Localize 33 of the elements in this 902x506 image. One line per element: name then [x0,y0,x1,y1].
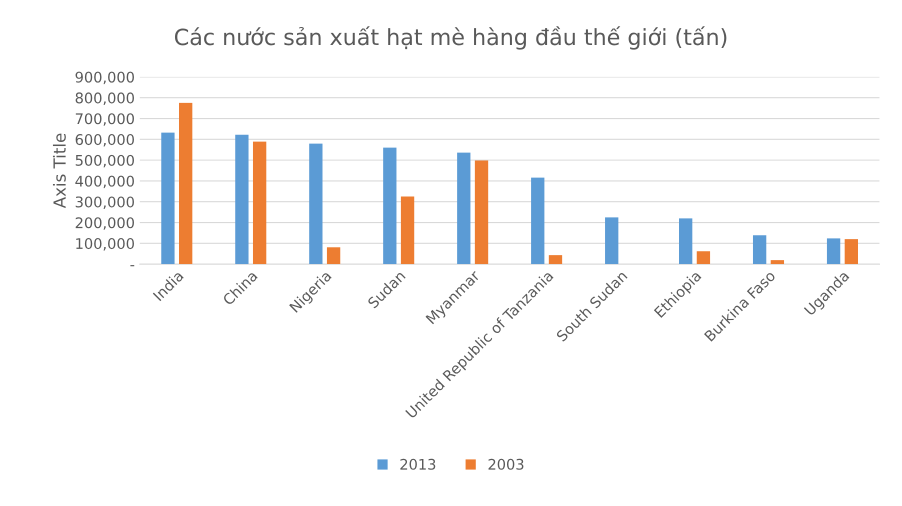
bar [679,218,692,264]
bar [548,255,562,264]
chart-title: Các nước sản xuất hạt mè hàng đầu thế giới (tấn) [174,26,726,50]
legend-label: 2003 [488,458,524,470]
y-tick-label: 600,000 [76,134,134,147]
y-tick-label: 500,000 [76,154,134,168]
bar [844,239,858,264]
bar [400,196,414,264]
y-tick-label: 900,000 [76,72,134,84]
bar [826,238,840,264]
bar [474,160,488,264]
bar [531,178,544,264]
y-tick-label: 700,000 [76,113,134,126]
bar [161,132,175,264]
bar [179,102,192,264]
y-tick-label: 100,000 [76,238,134,251]
y-tick-label: 400,000 [75,176,134,188]
y-tick-label: 200,000 [76,217,134,230]
bar [457,152,470,264]
bar [752,235,766,264]
bar [309,144,322,264]
bar [770,260,784,264]
bar [235,134,249,264]
y-axis-title: Axis Title [52,134,66,208]
legend-label: 2013 [400,458,436,470]
bar [326,247,340,264]
y-tick-label: 800,000 [76,92,134,105]
y-tick-label: 300,000 [76,196,134,209]
y-tick-label: - [130,265,134,266]
bar [696,251,710,264]
bar [605,217,618,264]
bar [383,148,396,264]
bar [252,142,266,264]
